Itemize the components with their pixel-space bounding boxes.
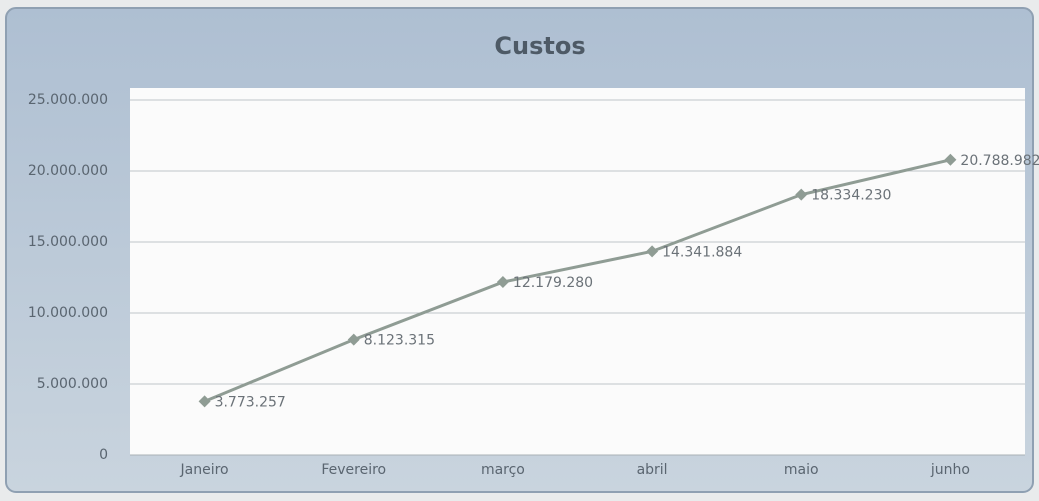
- chart-title: Custos: [494, 32, 585, 60]
- data-label: 18.334.230: [811, 188, 891, 204]
- x-tick-label: abril: [637, 462, 668, 478]
- x-tick-label: Fevereiro: [321, 462, 386, 478]
- data-point: [646, 245, 659, 258]
- data-point: [198, 395, 211, 408]
- y-tick-label: 20.000.000: [28, 163, 108, 179]
- data-label: 3.773.257: [215, 394, 286, 410]
- data-point: [944, 153, 957, 166]
- x-tick-label: maio: [784, 462, 819, 478]
- series-line: [204, 158, 951, 403]
- y-tick-label: 0: [99, 447, 108, 463]
- x-tick-label: março: [481, 462, 525, 478]
- x-tick-label: junho: [930, 462, 970, 478]
- y-tick-label: 10.000.000: [28, 305, 108, 321]
- y-tick-label: 5.000.000: [37, 376, 108, 392]
- data-point: [496, 276, 509, 289]
- data-label: 14.341.884: [662, 244, 742, 260]
- data-label: 20.788.982: [960, 153, 1039, 169]
- data-point: [795, 188, 808, 201]
- data-label: 8.123.315: [364, 333, 435, 349]
- y-tick-label: 15.000.000: [28, 234, 108, 250]
- y-tick-label: 25.000.000: [28, 92, 108, 108]
- data-point: [347, 333, 360, 346]
- data-label: 12.179.280: [513, 275, 593, 291]
- plot-area: [130, 88, 1025, 455]
- x-tick-label: Janeiro: [180, 462, 229, 478]
